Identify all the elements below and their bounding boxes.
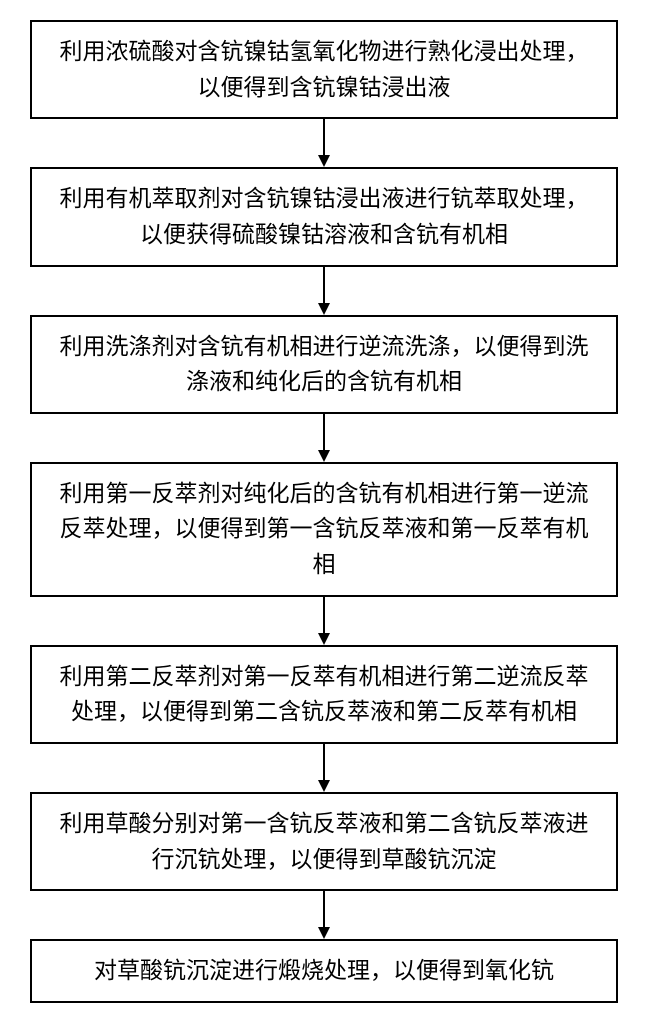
arrow-4 bbox=[0, 597, 648, 645]
flowchart-container: 利用浓硫酸对含钪镍钴氢氧化物进行熟化浸出处理，以便得到含钪镍钴浸出液 利用有机萃… bbox=[0, 0, 648, 1023]
step-3-text: 利用洗涤剂对含钪有机相进行逆流洗涤，以便得到洗涤液和纯化后的含钪有机相 bbox=[60, 334, 589, 395]
step-2-box: 利用有机萃取剂对含钪镍钴浸出液进行钪萃取处理，以便获得硫酸镍钴溶液和含钪有机相 bbox=[30, 167, 618, 266]
arrow-2 bbox=[0, 267, 648, 315]
step-2-text: 利用有机萃取剂对含钪镍钴浸出液进行钪萃取处理，以便获得硫酸镍钴溶液和含钪有机相 bbox=[60, 186, 589, 247]
step-1-box: 利用浓硫酸对含钪镍钴氢氧化物进行熟化浸出处理，以便得到含钪镍钴浸出液 bbox=[30, 20, 618, 119]
step-1-text: 利用浓硫酸对含钪镍钴氢氧化物进行熟化浸出处理，以便得到含钪镍钴浸出液 bbox=[60, 39, 589, 100]
step-6-box: 利用草酸分别对第一含钪反萃液和第二含钪反萃液进行沉钪处理，以便得到草酸钪沉淀 bbox=[30, 792, 618, 891]
arrow-3 bbox=[0, 414, 648, 462]
step-7-text: 对草酸钪沉淀进行煅烧处理，以便得到氧化钪 bbox=[94, 958, 554, 983]
step-5-text: 利用第二反萃剂对第一反萃有机相进行第二逆流反萃处理，以便得到第二含钪反萃液和第二… bbox=[60, 664, 589, 725]
step-7-box: 对草酸钪沉淀进行煅烧处理，以便得到氧化钪 bbox=[30, 939, 618, 1003]
arrow-1 bbox=[0, 119, 648, 167]
step-4-text: 利用第一反萃剂对纯化后的含钪有机相进行第一逆流反萃处理，以便得到第一含钪反萃液和… bbox=[60, 481, 589, 577]
step-4-box: 利用第一反萃剂对纯化后的含钪有机相进行第一逆流反萃处理，以便得到第一含钪反萃液和… bbox=[30, 462, 618, 597]
arrow-6 bbox=[0, 891, 648, 939]
step-3-box: 利用洗涤剂对含钪有机相进行逆流洗涤，以便得到洗涤液和纯化后的含钪有机相 bbox=[30, 315, 618, 414]
arrow-5 bbox=[0, 744, 648, 792]
step-6-text: 利用草酸分别对第一含钪反萃液和第二含钪反萃液进行沉钪处理，以便得到草酸钪沉淀 bbox=[60, 811, 589, 872]
step-5-box: 利用第二反萃剂对第一反萃有机相进行第二逆流反萃处理，以便得到第二含钪反萃液和第二… bbox=[30, 645, 618, 744]
